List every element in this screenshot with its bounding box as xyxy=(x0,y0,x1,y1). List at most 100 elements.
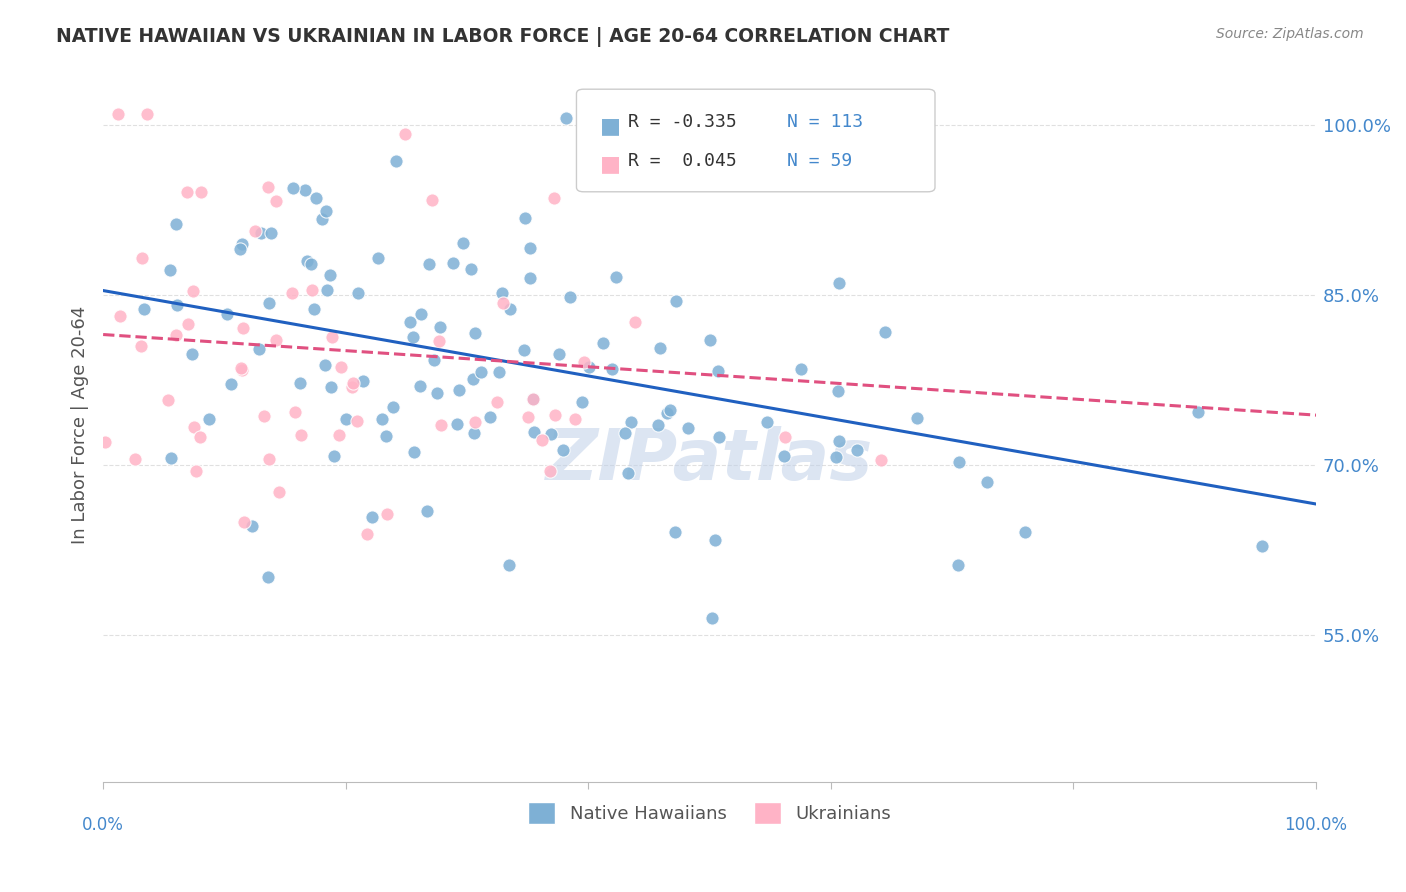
Native Hawaiians xyxy=(773,450,796,464)
Native Hawaiians xyxy=(664,525,686,540)
Native Hawaiians xyxy=(905,411,928,425)
Native Hawaiians xyxy=(315,203,337,218)
Native Hawaiians xyxy=(451,235,474,250)
Ukrainians xyxy=(232,321,254,335)
Native Hawaiians xyxy=(416,504,439,518)
Native Hawaiians xyxy=(426,385,449,400)
Native Hawaiians xyxy=(515,211,537,225)
Native Hawaiians xyxy=(231,236,253,251)
Ukrainians xyxy=(543,190,565,204)
Native Hawaiians xyxy=(319,379,342,393)
Ukrainians xyxy=(165,328,187,343)
Native Hawaiians xyxy=(522,392,544,406)
Native Hawaiians xyxy=(659,403,682,417)
Native Hawaiians xyxy=(703,533,725,547)
Text: NATIVE HAWAIIAN VS UKRAINIAN IN LABOR FORCE | AGE 20-64 CORRELATION CHART: NATIVE HAWAIIAN VS UKRAINIAN IN LABOR FO… xyxy=(56,27,949,46)
Ukrainians xyxy=(544,409,567,423)
Ukrainians xyxy=(328,428,350,442)
Native Hawaiians xyxy=(402,445,425,459)
Native Hawaiians xyxy=(375,429,398,443)
Native Hawaiians xyxy=(305,191,328,205)
Ukrainians xyxy=(253,409,276,423)
Ukrainians xyxy=(176,186,198,200)
Native Hawaiians xyxy=(281,181,304,195)
Text: Source: ZipAtlas.com: Source: ZipAtlas.com xyxy=(1216,27,1364,41)
Native Hawaiians xyxy=(676,421,699,435)
Ukrainians xyxy=(356,526,378,541)
Native Hawaiians xyxy=(464,326,486,341)
Native Hawaiians xyxy=(1014,524,1036,539)
Native Hawaiians xyxy=(702,611,724,625)
Native Hawaiians xyxy=(613,425,636,440)
Native Hawaiians xyxy=(946,558,969,572)
Ukrainians xyxy=(233,515,256,529)
Native Hawaiians xyxy=(165,217,187,231)
Native Hawaiians xyxy=(314,359,336,373)
Native Hawaiians xyxy=(311,212,333,227)
Ukrainians xyxy=(190,185,212,199)
Ukrainians xyxy=(290,427,312,442)
Native Hawaiians xyxy=(463,425,485,440)
Ukrainians xyxy=(420,193,443,207)
Native Hawaiians xyxy=(301,257,323,271)
Native Hawaiians xyxy=(491,285,513,300)
Ukrainians xyxy=(464,415,486,429)
Text: N = 59: N = 59 xyxy=(787,152,852,169)
Ukrainians xyxy=(257,452,280,467)
Native Hawaiians xyxy=(675,161,697,175)
Native Hawaiians xyxy=(1187,404,1209,418)
Native Hawaiians xyxy=(620,415,643,429)
Ukrainians xyxy=(108,310,131,324)
Native Hawaiians xyxy=(315,284,337,298)
Native Hawaiians xyxy=(845,442,868,457)
Ukrainians xyxy=(531,433,554,447)
Native Hawaiians xyxy=(551,443,574,458)
Ukrainians xyxy=(131,339,153,353)
Native Hawaiians xyxy=(655,406,678,420)
Native Hawaiians xyxy=(873,325,896,339)
Ukrainians xyxy=(773,430,796,444)
Native Hawaiians xyxy=(948,455,970,469)
Native Hawaiians xyxy=(429,320,451,334)
Text: N = 113: N = 113 xyxy=(787,113,863,131)
Native Hawaiians xyxy=(699,333,721,347)
Ukrainians xyxy=(124,452,146,467)
Native Hawaiians xyxy=(260,227,283,241)
Native Hawaiians xyxy=(219,376,242,391)
Ukrainians xyxy=(661,144,683,158)
Native Hawaiians xyxy=(295,254,318,268)
Ukrainians xyxy=(264,194,287,208)
Ukrainians xyxy=(375,507,398,521)
Ukrainians xyxy=(94,435,117,450)
Native Hawaiians xyxy=(498,302,520,317)
Native Hawaiians xyxy=(976,475,998,489)
Native Hawaiians xyxy=(294,183,316,197)
Native Hawaiians xyxy=(319,268,342,282)
Native Hawaiians xyxy=(159,263,181,277)
Native Hawaiians xyxy=(827,384,849,398)
Native Hawaiians xyxy=(215,307,238,321)
Native Hawaiians xyxy=(488,365,510,379)
Text: 100.0%: 100.0% xyxy=(1285,815,1347,834)
Ukrainians xyxy=(176,318,198,332)
Ukrainians xyxy=(427,334,450,349)
Native Hawaiians xyxy=(447,383,470,397)
Ukrainians xyxy=(188,429,211,443)
Native Hawaiians xyxy=(707,364,730,378)
Native Hawaiians xyxy=(418,257,440,271)
Ukrainians xyxy=(231,363,253,377)
Native Hawaiians xyxy=(352,374,374,388)
Ukrainians xyxy=(394,127,416,141)
Native Hawaiians xyxy=(665,294,688,309)
Native Hawaiians xyxy=(402,330,425,344)
Native Hawaiians xyxy=(512,343,534,357)
Native Hawaiians xyxy=(498,558,520,572)
Ukrainians xyxy=(107,107,129,121)
Native Hawaiians xyxy=(571,395,593,409)
Native Hawaiians xyxy=(134,302,156,317)
Ukrainians xyxy=(346,414,368,428)
Ukrainians xyxy=(284,405,307,419)
Native Hawaiians xyxy=(367,251,389,265)
Ukrainians xyxy=(184,464,207,478)
Ukrainians xyxy=(492,295,515,310)
